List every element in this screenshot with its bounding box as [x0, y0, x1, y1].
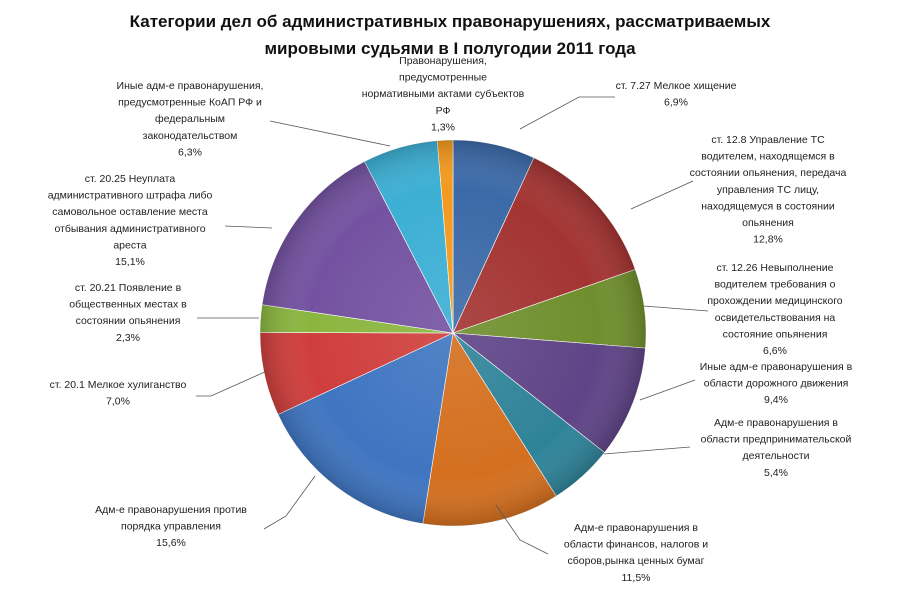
leader-line-11: [269, 120, 391, 147]
slice-label-line: Адм-е правонарушения против: [95, 504, 247, 516]
slice-value-label-1: 6,9%: [664, 97, 688, 109]
slice-label-7: Адм-е правонарушения против порядка управ…: [95, 504, 247, 549]
slice-label-line: деятельности: [743, 450, 810, 462]
slice-label-line: состоянии опьянения: [76, 315, 181, 327]
pie-slices: [259, 139, 647, 527]
slice-label-8: ст. 20.1 Мелкое хулиганство 7,0%: [50, 379, 187, 408]
leader-line-4: [639, 379, 696, 401]
slice-value-label-11: 6,3%: [178, 146, 202, 158]
slice-label-line: ст. 20.1 Мелкое хулиганство: [50, 379, 187, 391]
slice-label-line: предусмотренные: [399, 72, 487, 84]
slice-label-line: водителем, находящемся в: [701, 151, 835, 163]
slice-label-line: сборов,рынка ценных бумаг: [568, 555, 705, 567]
slice-label-line: ареста: [113, 239, 146, 251]
leader-line-1: [519, 96, 615, 130]
chart-title: Категории дел об административных правон…: [130, 12, 771, 58]
slice-label-6: Адм-е правонарушения в области финансов, …: [564, 522, 708, 584]
slice-label-2: ст. 12.8 Управление ТС водителем, находящ…: [690, 134, 847, 246]
slice-label-11: Иные адм-е правонарушения, предусмотренны…: [117, 80, 264, 158]
slice-label-line: отбывания административного: [54, 223, 205, 235]
leader-line-8: [196, 370, 268, 397]
slice-value-label-12: 1,3%: [431, 121, 455, 133]
slice-label-3: ст. 12.26 Невыполнение водителем требован…: [707, 262, 842, 357]
slice-label-line: Адм-е правонарушения в: [574, 522, 698, 534]
slice-label-line: области финансов, налогов и: [564, 539, 708, 551]
slice-label-line: освидетельствования на: [715, 312, 836, 324]
slice-label-line: ст. 7.27 Мелкое хищение: [616, 80, 737, 92]
slice-label-9: ст. 20.21 Появление в общественных местах…: [69, 282, 187, 344]
slice-value-label-2: 12,8%: [753, 234, 783, 246]
slice-label-line: Адм-е правонарушения в: [714, 417, 838, 429]
slice-label-line: опьянения: [742, 217, 794, 229]
slice-label-line: ст. 12.8 Управление ТС: [711, 134, 825, 146]
chart-title-line-2: мировыми судьями в I полугодии 2011 года: [264, 39, 636, 58]
slice-value-label-5: 5,4%: [764, 467, 788, 479]
slice-label-line: нормативными актами субъектов: [362, 88, 525, 100]
leader-lines: [196, 96, 709, 555]
slice-value-label-8: 7,0%: [106, 396, 130, 408]
slice-label-line: федеральным: [155, 113, 225, 125]
slice-label-line: ст. 20.25 Неуплата: [85, 173, 176, 185]
slice-value-label-6: 11,5%: [622, 572, 651, 584]
leader-line-2: [630, 180, 694, 210]
slice-label-1: ст. 7.27 Мелкое хищение 6,9%: [616, 80, 737, 109]
slice-label-line: находящемуся в состоянии: [701, 200, 835, 212]
slice-value-label-9: 2,3%: [116, 332, 140, 344]
leader-line-3: [643, 305, 709, 312]
slice-label-5: Адм-е правонарушения в области предприним…: [701, 417, 852, 479]
leader-line-10: [224, 225, 273, 229]
slice-value-label-7: 15,6%: [156, 537, 186, 549]
slice-labels: ст. 7.27 Мелкое хищение 6,9% ст. 12.8 Упра…: [48, 55, 853, 584]
slice-value-label-4: 9,4%: [764, 394, 788, 406]
slice-value-label-10: 15,1%: [115, 256, 145, 268]
slice-label-line: ст. 20.21 Появление в: [75, 282, 182, 294]
slice-label-line: прохождении медицинского: [707, 295, 842, 307]
slice-label-line: законодательством: [143, 130, 238, 142]
slice-label-4: Иные адм-е правонарушения в области дорож…: [700, 361, 853, 406]
slice-label-line: Иные адм-е правонарушения в: [700, 361, 853, 373]
slice-label-line: Правонарушения,: [399, 55, 487, 67]
slice-label-line: водителем требования о: [715, 279, 836, 291]
chart-title-line-1: Категории дел об административных правон…: [130, 12, 771, 31]
slice-label-line: РФ: [436, 105, 451, 117]
slice-label-line: области предпринимательской: [701, 434, 852, 446]
slice-label-line: Иные адм-е правонарушения,: [117, 80, 264, 92]
slice-label-line: предусмотренные КоАП РФ и: [118, 97, 262, 109]
slice-label-line: ст. 12.26 Невыполнение: [716, 262, 833, 274]
slice-label-line: порядка управления: [121, 521, 221, 533]
slice-value-label-3: 6,6%: [763, 345, 787, 357]
leader-line-6: [495, 504, 549, 555]
slice-label-line: административного штрафа либо: [48, 190, 213, 202]
slice-label-10: ст. 20.25 Неуплата административного штра…: [48, 173, 213, 268]
leader-line-5: [603, 446, 691, 455]
slice-label-line: общественных местах в: [69, 299, 187, 311]
slice-label-line: области дорожного движения: [704, 378, 849, 390]
slice-label-line: самовольное оставление места: [52, 206, 208, 218]
slice-label-line: состоянии опьянения, передача: [690, 167, 847, 179]
slice-label-12: Правонарушения, предусмотренные нормативны…: [362, 55, 525, 133]
slice-label-line: состояние опьянения: [723, 328, 828, 340]
slice-label-line: управления ТС лицу,: [717, 184, 819, 196]
leader-line-7: [263, 475, 316, 530]
